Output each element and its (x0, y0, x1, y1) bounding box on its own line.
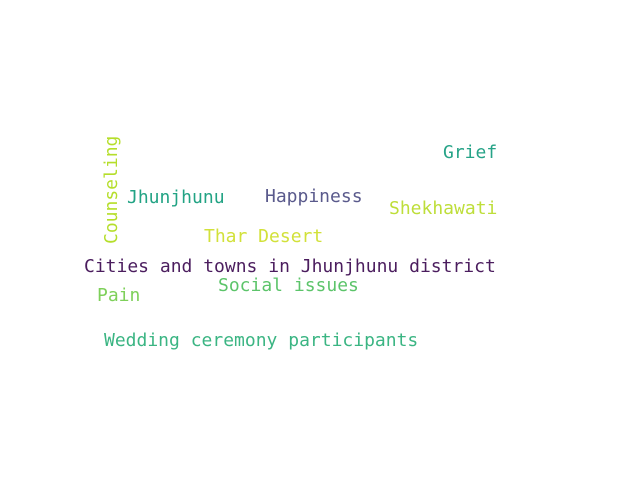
word-pain: Pain (97, 285, 141, 306)
word-grief: Grief (443, 142, 498, 163)
word-shekhawati: Shekhawati (389, 198, 498, 219)
word-happiness: Happiness (265, 186, 363, 207)
word-cities-and-towns: Cities and towns in Jhunjhunu district (84, 256, 496, 277)
word-counseling: Counseling (101, 135, 122, 244)
word-jhunjhunu: Jhunjhunu (127, 187, 225, 208)
word-wedding-ceremony-participants: Wedding ceremony participants (104, 330, 419, 351)
word-thar-desert: Thar Desert (204, 226, 324, 247)
word-social-issues: Social issues (218, 275, 359, 296)
